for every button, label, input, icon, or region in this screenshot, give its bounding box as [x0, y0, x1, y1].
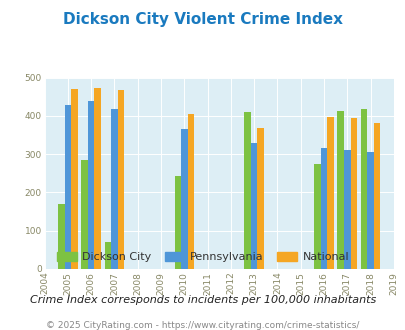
Bar — [111, 109, 117, 269]
Bar — [250, 144, 257, 269]
Bar — [58, 204, 64, 269]
Bar — [326, 117, 333, 269]
Bar — [244, 112, 250, 269]
Bar — [174, 176, 181, 269]
Text: Crime Index corresponds to incidents per 100,000 inhabitants: Crime Index corresponds to incidents per… — [30, 295, 375, 305]
Bar — [367, 152, 373, 269]
Bar — [94, 88, 101, 269]
Bar — [88, 101, 94, 269]
Bar — [373, 123, 379, 269]
Bar — [257, 128, 263, 269]
Bar — [117, 90, 124, 269]
Bar — [181, 129, 187, 269]
Bar — [343, 150, 350, 269]
Bar — [104, 242, 111, 269]
Bar — [337, 111, 343, 269]
Text: © 2025 CityRating.com - https://www.cityrating.com/crime-statistics/: © 2025 CityRating.com - https://www.city… — [46, 321, 359, 330]
Bar — [64, 106, 71, 269]
Bar — [350, 118, 356, 269]
Bar — [313, 164, 320, 269]
Bar — [71, 89, 77, 269]
Bar — [320, 148, 326, 269]
Bar — [81, 160, 88, 269]
Bar — [360, 109, 367, 269]
Text: Dickson City Violent Crime Index: Dickson City Violent Crime Index — [63, 12, 342, 26]
Bar — [187, 114, 194, 269]
Legend: Dickson City, Pennsylvania, National: Dickson City, Pennsylvania, National — [52, 248, 353, 267]
